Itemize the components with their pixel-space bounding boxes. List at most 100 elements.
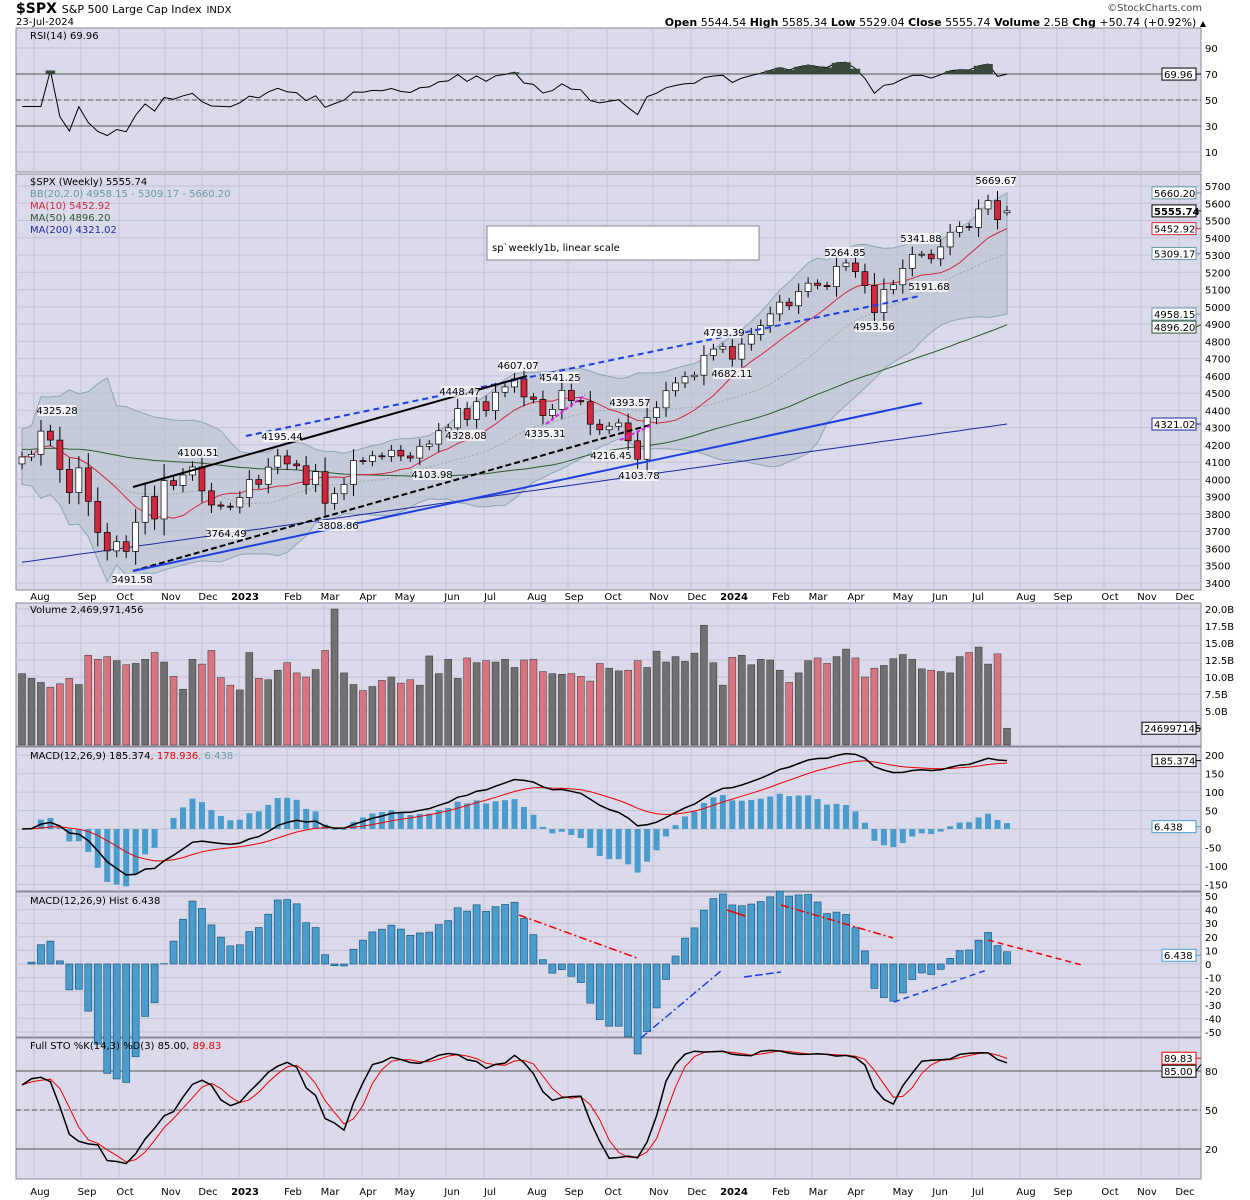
macd-legend-part: , 178.936 <box>150 751 198 762</box>
close-value: 5555.74 <box>945 16 991 29</box>
price-tick-label: 4900 <box>1205 320 1230 331</box>
hist-bar <box>728 904 737 965</box>
candle <box>615 422 623 427</box>
sto-tag-value: 85.00 <box>1164 1067 1193 1078</box>
volume-legend-part: Volume 2,469,971,456 <box>30 605 144 616</box>
candle <box>463 408 471 420</box>
price-tick-label: 4800 <box>1205 337 1230 348</box>
volume-bar <box>1003 727 1011 746</box>
macd-hist-bar <box>303 808 310 829</box>
x-tick-label: Mar <box>809 1187 829 1198</box>
macd-hist-bar <box>871 829 878 841</box>
price-label: 4953.56 <box>853 322 894 333</box>
macd-hist-bar <box>511 799 518 829</box>
volume-bar <box>245 652 254 746</box>
hist-bar <box>131 963 140 1058</box>
hist-trendline <box>743 971 782 978</box>
candle <box>47 430 54 441</box>
price-label: 4103.98 <box>411 470 452 481</box>
volume-bar <box>520 659 528 746</box>
hist-bar <box>595 963 604 1020</box>
volume-bar <box>150 652 159 746</box>
volume-tick-label: 5.0B <box>1205 707 1228 718</box>
volume-bar <box>908 659 917 746</box>
volume-bar <box>775 669 784 746</box>
candle <box>738 343 746 360</box>
macd-hist-bar <box>208 810 215 829</box>
hist-trendline <box>726 909 746 917</box>
macd-hist-bar <box>104 829 111 882</box>
candle <box>975 208 982 228</box>
candle <box>1003 210 1011 214</box>
volume-bar <box>84 654 93 746</box>
candle <box>880 289 888 313</box>
hist-trendline <box>640 969 723 1039</box>
volume-bar <box>46 686 55 746</box>
candle <box>965 226 973 228</box>
hist-bar <box>737 905 746 965</box>
price-label-bg <box>207 528 245 539</box>
price-label-bg <box>592 450 630 461</box>
hist-bar <box>501 904 509 965</box>
macd-hist-bar <box>142 829 149 855</box>
x-tick-label: Dec <box>198 592 217 603</box>
hist-bar <box>643 963 651 1032</box>
hist-bar <box>368 931 377 965</box>
volume-bar <box>880 665 888 746</box>
hist-bar <box>198 908 206 965</box>
macd-hist-bar <box>757 798 764 829</box>
macd-hist-bar <box>880 829 887 846</box>
volume-bar <box>861 676 869 746</box>
hist-trendline <box>780 904 894 939</box>
price-tag <box>1151 307 1197 321</box>
macd-hist-bar <box>113 829 120 885</box>
macd-tag-value: 6.438 <box>1154 823 1183 834</box>
symbol: $SPX S&P 500 Large Cap Index INDX <box>16 1 231 17</box>
macd-hist-bar <box>899 829 906 844</box>
candle <box>871 285 878 313</box>
price-tag <box>1151 417 1197 431</box>
hist-tag <box>1161 948 1197 962</box>
candle <box>208 490 215 506</box>
volume-bar <box>255 678 263 746</box>
macd-hist-bar <box>956 822 963 829</box>
price-label: 4103.78 <box>618 471 659 482</box>
price-label: 5191.68 <box>908 282 949 293</box>
hist-bar <box>936 963 945 970</box>
candle <box>927 253 935 260</box>
volume-bar <box>65 678 74 746</box>
price-label: 5669.67 <box>975 176 1016 187</box>
candle <box>37 430 45 455</box>
hist-bar <box>387 924 396 965</box>
candle <box>747 334 755 345</box>
candle <box>236 497 244 508</box>
candle <box>710 348 717 356</box>
hist-bar <box>150 963 159 1004</box>
candle <box>359 460 367 462</box>
hist-bar <box>415 932 424 965</box>
candle <box>283 455 291 465</box>
x-tick-label: Mar <box>321 592 341 603</box>
volume-bar <box>472 662 481 746</box>
volume-bar <box>681 661 689 746</box>
macd-hist-bar <box>786 796 793 829</box>
macd-line <box>21 752 1008 876</box>
candle <box>397 449 405 457</box>
x-tick-label: Apr <box>847 1187 865 1198</box>
candle <box>558 390 566 410</box>
price-tag <box>1151 186 1197 200</box>
volume-bar <box>899 654 907 746</box>
price-label-bg <box>447 430 485 441</box>
price-tick-label: 5700 <box>1205 182 1230 193</box>
hist-bar <box>576 963 585 983</box>
hist-bar <box>103 963 112 1074</box>
volume-bar <box>633 660 642 746</box>
hist-bar <box>444 920 453 965</box>
macd-hist-bar <box>824 804 831 829</box>
macd-hist-bar <box>66 829 73 842</box>
price-label-bg <box>705 327 743 338</box>
candle <box>227 505 234 508</box>
x-tick-label: Sep <box>565 1187 584 1198</box>
hist-legend-part: MACD(12,26,9) Hist 6.438 <box>30 896 160 907</box>
hist-tag-value: 6.438 <box>1164 951 1193 962</box>
